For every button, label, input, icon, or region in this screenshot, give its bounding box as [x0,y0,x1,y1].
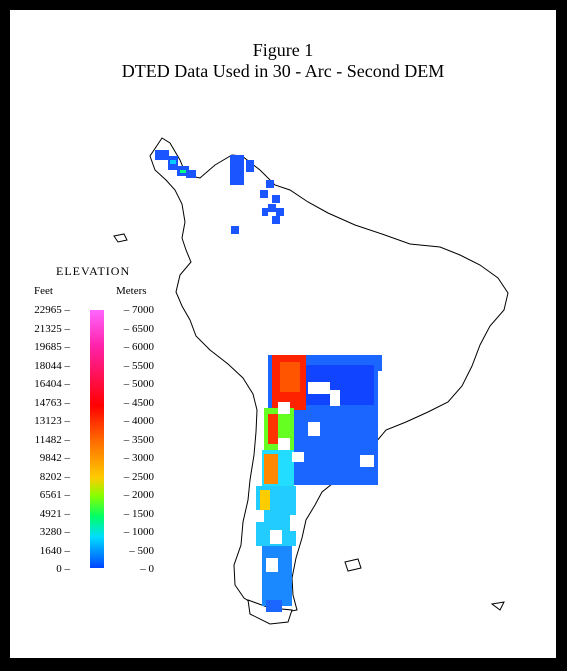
meters-tick-label: – 7000 [123,304,154,316]
meters-tick-label: – 500 [129,544,154,557]
meters-tick-label: – 0 [140,563,154,575]
south-georgia [490,601,505,611]
meters-tick-label: – 2500 [123,470,154,483]
feet-tick-label: 11482 – [34,433,70,446]
meters-tick-label: – 5000 [123,378,154,390]
dted-coverage-south [254,355,382,612]
elevation-color-bar [90,310,104,568]
meters-tick-label: – 2000 [123,489,154,501]
feet-tick-label: 6561 – [39,489,70,501]
figure-number: Figure 1 [252,40,314,60]
meters-tick-label: – 3000 [123,452,154,464]
figure-title: Figure 1 DTED Data Used in 30 - Arc - Se… [10,40,556,82]
feet-tick-label: 18044 – [34,359,70,372]
feet-tick-label: 22965 – [34,304,70,316]
feet-tick-label: 9842 – [39,452,70,464]
legend-feet-header: Feet [34,285,53,297]
south-america-map [113,137,509,625]
dted-coverage-north-relief [170,160,186,173]
feet-tick-label: 16404 – [34,378,70,390]
meters-tick-label: – 6500 [123,322,154,335]
meters-tick-label: – 3500 [123,433,154,446]
feet-tick-label: 4921 – [39,507,70,520]
legend-meters-header: Meters [116,285,147,297]
feet-tick-label: 13123 – [34,415,70,427]
falkland-islands [344,558,362,572]
meters-tick-label: – 1000 [123,526,154,538]
figure-page: Figure 1 DTED Data Used in 30 - Arc - Se… [10,10,556,658]
meters-tick-label: – 5500 [123,359,154,372]
feet-tick-label: 19685 – [34,341,70,353]
feet-tick-label: 1640 – [39,544,70,557]
figure-subtitle: DTED Data Used in 30 - Arc - Second DEM [121,61,445,81]
meters-tick-label: – 6000 [123,341,154,353]
feet-tick-label: 14763 – [34,396,70,409]
feet-tick-label: 8202 – [39,470,70,483]
meters-tick-label: – 1500 [123,507,154,520]
feet-tick-label: 0 – [56,563,70,575]
feet-tick-label: 3280 – [39,526,70,538]
meters-tick-label: – 4000 [123,415,154,427]
meters-tick-label: – 4500 [123,396,154,409]
caribbean-island [113,233,128,243]
feet-tick-label: 21325 – [34,322,70,335]
legend-title: ELEVATION [56,264,131,278]
